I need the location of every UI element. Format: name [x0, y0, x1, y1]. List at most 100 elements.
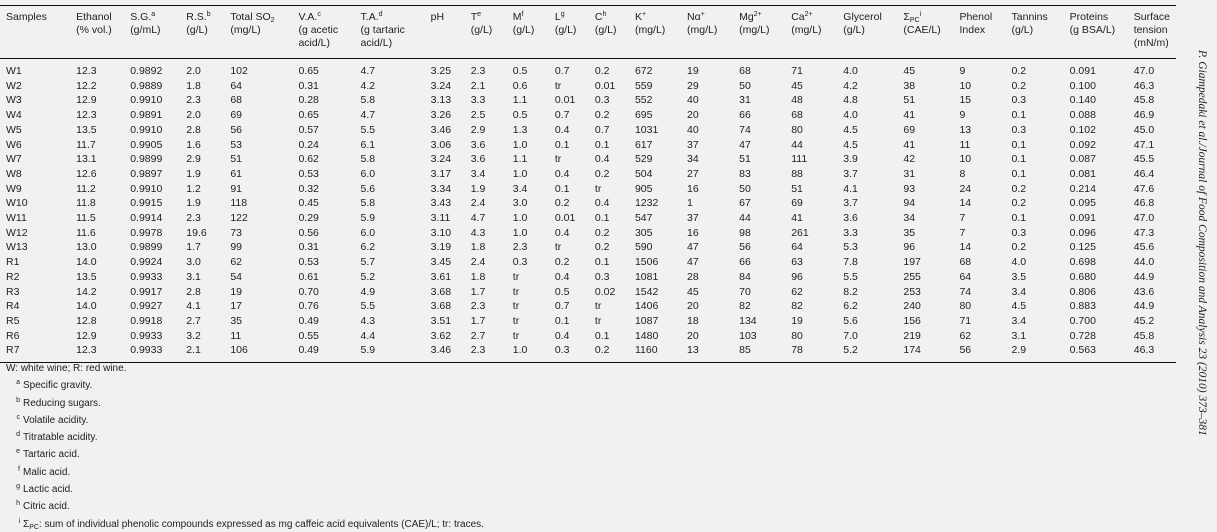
table-cell: 64 — [791, 241, 803, 254]
table-cell: 45 — [791, 79, 803, 92]
table-cell: 85 — [739, 344, 751, 357]
footnote: e Tartaric acid. — [6, 445, 484, 462]
sample-id-cell: W9 — [6, 182, 22, 195]
column-header: S.G.a (g/mL) — [124, 6, 180, 59]
column-header-label: V.A.c — [298, 11, 354, 24]
column-header-label: R.S.b — [186, 11, 224, 24]
table-cell: 0.563 — [1069, 344, 1096, 357]
column-header: pH — [425, 6, 465, 59]
column-header: Tannins (g/L) — [1006, 6, 1064, 59]
column-header-label: Ethanol — [76, 11, 124, 24]
column-header-unit: (g tartaric — [360, 24, 405, 36]
table-cell: 42 — [903, 153, 916, 166]
table-cell: 5.5 — [843, 270, 858, 283]
table-cell: 3.0 — [186, 256, 201, 269]
table-cell: 8 — [959, 167, 966, 180]
footnote-mark: c — [16, 413, 21, 421]
table-cell: 3.25 — [430, 65, 452, 77]
table-cell: 253 — [903, 285, 921, 298]
table-cell: 43.6 — [1133, 285, 1155, 298]
table-cell: 44 — [739, 212, 751, 225]
table-cell: 68 — [791, 109, 803, 122]
table-cell: 3.5 — [1011, 270, 1027, 283]
table-cell: 68 — [739, 65, 751, 77]
table-cell: 0.9933 — [130, 270, 163, 283]
table-cell: 11.2 — [76, 182, 96, 195]
table-row: R3 14.2 0.9917 2.8 19 0.70 4.9 3.68 1.7 tr 0.5 0.02… — [0, 285, 1176, 300]
table-cell: 0.1 — [1011, 153, 1027, 166]
column-header-label: Phenol — [959, 11, 1005, 24]
table-cell: 1.0 — [512, 167, 528, 180]
column-label: pH — [430, 11, 445, 23]
column-header-unit: (g/L) — [1011, 24, 1034, 36]
table-cell: 45.5 — [1133, 153, 1155, 166]
table-cell: 0.091 — [1069, 212, 1096, 225]
table-cell: 0.1 — [594, 138, 610, 151]
column-label-footnote-mark: d — [378, 11, 383, 18]
table-cell: 0.2 — [1011, 65, 1027, 77]
table-cell: 47 — [687, 256, 699, 269]
table-header: Samples Ethanol (% vol.) S.G.a (g/mL) R.S.b (g… — [0, 5, 1176, 59]
table-cell: 1.8 — [186, 79, 201, 92]
table-cell: 0.095 — [1069, 197, 1096, 210]
table-cell: 3.7 — [843, 167, 858, 180]
table-cell: 71 — [791, 65, 803, 77]
footnote-mark: i — [18, 517, 20, 525]
column-header-label: Samples — [6, 11, 70, 24]
table-cell: 5.9 — [360, 212, 376, 225]
table-cell: 4.5 — [1011, 300, 1027, 313]
table-cell: 1.9 — [186, 167, 201, 180]
sample-id-cell: W11 — [6, 212, 27, 225]
table-cell: 1406 — [634, 300, 659, 313]
table-cell: 0.096 — [1069, 226, 1096, 239]
table-cell: 67 — [739, 197, 751, 210]
table-cell: 1.7 — [186, 241, 201, 254]
table-cell: 174 — [903, 344, 921, 357]
column-label: T — [470, 11, 478, 23]
table-cell: 96 — [791, 270, 803, 283]
footnote: b Reducing sugars. — [6, 394, 484, 411]
table-row: W11 11.5 0.9914 2.3 122 0.29 5.9 3.11 4.7 1.0 0.01… — [0, 211, 1176, 226]
table-cell: 84 — [739, 270, 751, 283]
table-cell: 0.9933 — [130, 344, 163, 357]
table-cell: 13 — [687, 344, 699, 357]
column-header-unit: (mg/L) — [634, 24, 666, 36]
table-cell: 4.7 — [360, 65, 376, 77]
table-cell: 0.57 — [298, 123, 319, 136]
sample-id-cell: W10 — [6, 197, 28, 210]
table-cell: tr — [594, 182, 602, 195]
table-cell: 64 — [959, 270, 972, 283]
table-cell: 74 — [959, 285, 972, 298]
table-cell: 6.0 — [360, 167, 376, 180]
table-cell: 1087 — [634, 314, 659, 327]
table-cell: 63 — [791, 256, 803, 269]
table-cell: 3.24 — [430, 153, 452, 166]
column-label-footnote-mark: + — [700, 11, 705, 18]
table-cell: 56 — [959, 344, 972, 357]
table-cell: 0.9933 — [130, 329, 163, 342]
table-cell: 68 — [230, 94, 243, 107]
table-cell: 56 — [230, 123, 243, 136]
table-cell: 13.5 — [76, 270, 97, 283]
table-cell: 40 — [687, 94, 699, 107]
table-cell: 11 — [230, 329, 242, 342]
table-cell: 3.17 — [430, 167, 452, 180]
table-cell: 0.081 — [1069, 167, 1096, 180]
table-cell: 56 — [739, 241, 751, 254]
table-cell: 2.9 — [470, 123, 486, 136]
column-label: Phenol — [959, 11, 993, 23]
table-cell: 47.6 — [1133, 182, 1155, 195]
table-cell: 4.0 — [1011, 256, 1027, 269]
table-cell: 69 — [230, 109, 243, 122]
table-cell: 45.6 — [1133, 241, 1155, 254]
column-label: Samples — [6, 11, 47, 23]
table-cell: 51 — [791, 182, 803, 195]
column-header-label: ΣPCi — [903, 11, 953, 24]
table-cell: 0.61 — [298, 270, 319, 283]
table-cell: 1480 — [634, 329, 659, 342]
table-cell: 3.7 — [843, 197, 858, 210]
table-cell: 64 — [230, 79, 243, 92]
table-cell: 1232 — [634, 197, 659, 210]
table-cell: 14.2 — [76, 285, 97, 298]
table-cell: 6.2 — [843, 300, 858, 313]
